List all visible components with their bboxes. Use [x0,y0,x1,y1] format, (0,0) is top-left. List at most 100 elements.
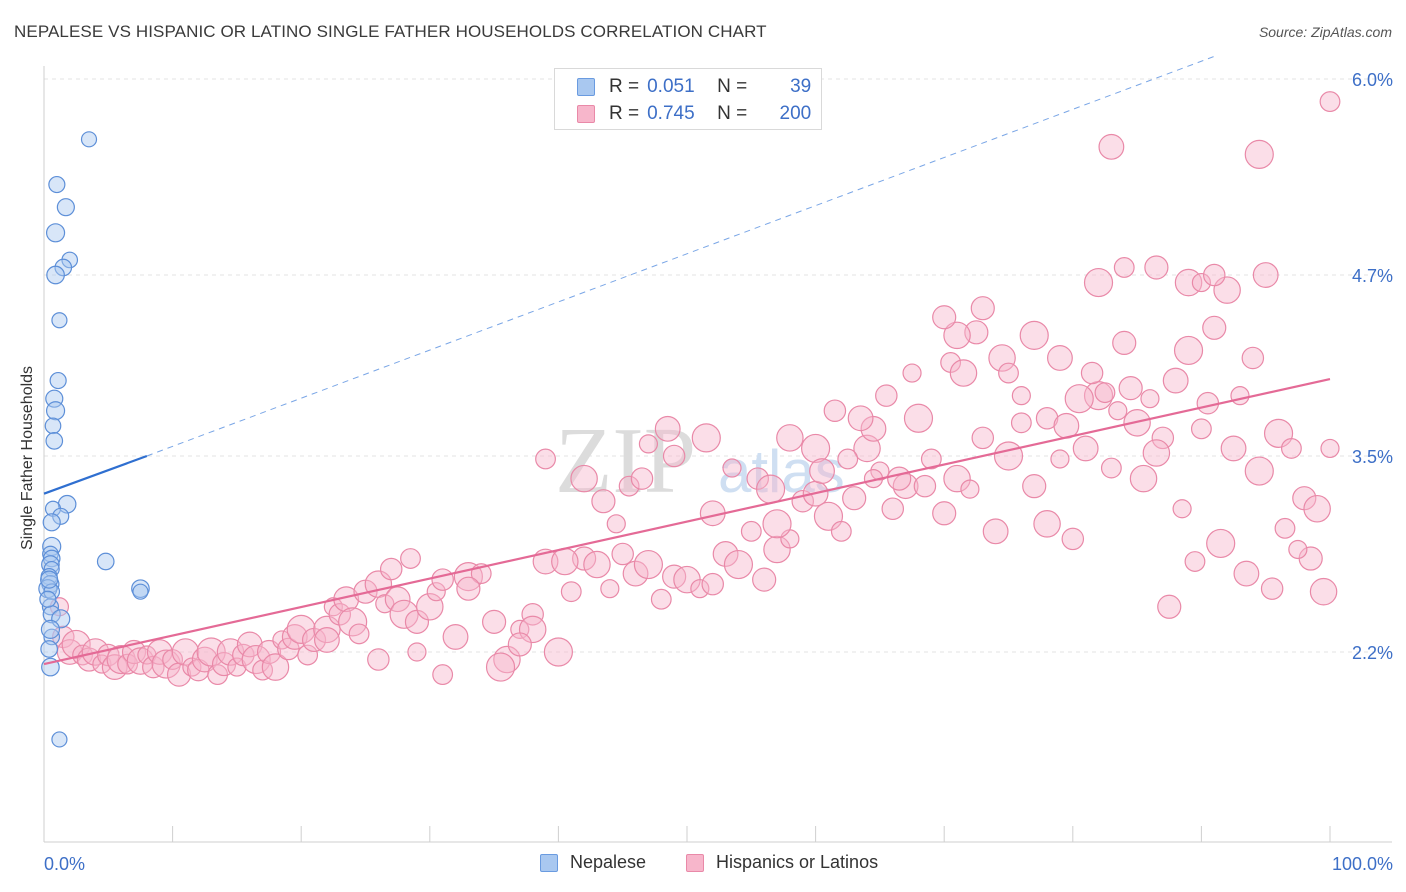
data-point [570,464,598,493]
stats-row-hispanic: R = 0.745 N = 200 [577,102,811,126]
data-point [875,384,898,407]
n-value: 39 [790,76,812,97]
data-point [932,305,957,330]
data-point [407,642,427,662]
data-point [379,557,403,581]
data-point [45,401,66,421]
r-label: R = [609,76,640,97]
data-point [1064,384,1094,414]
legend-item-hispanic[interactable]: Hispanics or Latinos [686,852,878,873]
data-point [847,405,874,432]
data-point [1129,464,1158,493]
data-point [384,586,411,613]
data-point [1140,389,1160,409]
data-point [431,568,454,591]
y-axis-label: Single Father Households [19,365,36,551]
data-point [800,433,831,464]
data-point [740,520,762,542]
tick-labels: 2.2% 3.5% 4.7% 6.0% 0.0% 100.0% [44,70,1393,874]
data-point [521,603,544,626]
data-point [943,321,971,350]
data-point [45,432,64,450]
watermark-atlas: atlas [718,438,845,505]
data-point [611,542,634,566]
data-point [1118,376,1143,401]
legend-swatch-hispanic [686,853,704,872]
r-label: R = [609,103,640,124]
data-point [1142,439,1171,467]
data-point [583,550,611,579]
data-point [40,619,61,639]
data-point [870,461,890,481]
data-point [988,344,1016,372]
legend-swatch-hispanic [577,105,595,123]
data-point [286,614,316,644]
data-point [998,362,1019,384]
data-point [1202,315,1227,340]
stats-legend: R = 0.051 N = 39 R = 0.745 N = 200 [554,68,822,130]
data-point [701,572,724,596]
data-point [853,434,881,463]
data-point [842,486,867,511]
source-label: Source: ZipAtlas.com [1258,24,1392,40]
data-point [61,629,91,660]
data-point [348,623,370,645]
data-point [1157,594,1182,619]
data-point [485,652,516,682]
data-point [51,609,71,629]
data-point [46,265,65,285]
n-label: N = [717,76,748,97]
data-point [1274,517,1296,539]
data-point [61,251,79,269]
data-point [1173,335,1204,366]
data-point [1098,133,1125,160]
data-point [902,363,922,383]
data-point [791,489,815,513]
data-point [261,653,290,681]
data-point [442,623,469,650]
data-point [960,479,980,499]
y-tick-label: 2.2% [1352,643,1393,663]
data-point [1260,577,1284,600]
data-point [913,474,937,498]
data-point [1241,346,1265,370]
r-value: 0.051 [647,76,695,97]
data-point [1230,386,1250,406]
data-point [887,466,912,491]
data-point [949,359,978,387]
data-point [638,434,659,454]
y-tick-label: 4.7% [1352,266,1393,286]
data-point [1244,456,1274,486]
data-point [40,640,58,658]
legend-label-nepalese: Nepalese [570,852,647,872]
data-point [654,415,681,442]
data-point [1072,435,1099,462]
axes [43,66,1392,843]
data-point [776,424,804,452]
data-point [40,570,59,589]
data-point [45,223,66,243]
data-point [932,501,957,526]
data-point [723,549,754,580]
data-point [823,399,847,423]
data-point [551,547,579,576]
hispanic-trend-line [43,377,1331,666]
data-point [142,655,165,679]
data-point [1244,139,1274,169]
data-point [48,175,66,194]
data-point [313,627,340,653]
data-point [881,497,905,521]
data-point [1320,438,1340,459]
data-point [1083,267,1114,298]
data-point [600,579,620,599]
legend-swatch-nepalese [577,78,595,96]
legend-item-nepalese[interactable]: Nepalese [540,852,646,873]
data-point [42,513,61,532]
nepalese-trend-extension [146,55,1215,457]
data-point [132,583,149,600]
data-point [920,448,942,470]
data-point [56,198,75,217]
data-point [456,576,481,601]
data-point [971,426,995,450]
trend-lines [43,55,1331,666]
